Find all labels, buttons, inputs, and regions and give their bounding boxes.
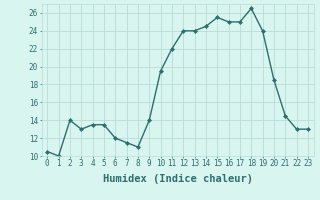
X-axis label: Humidex (Indice chaleur): Humidex (Indice chaleur) bbox=[103, 174, 252, 184]
